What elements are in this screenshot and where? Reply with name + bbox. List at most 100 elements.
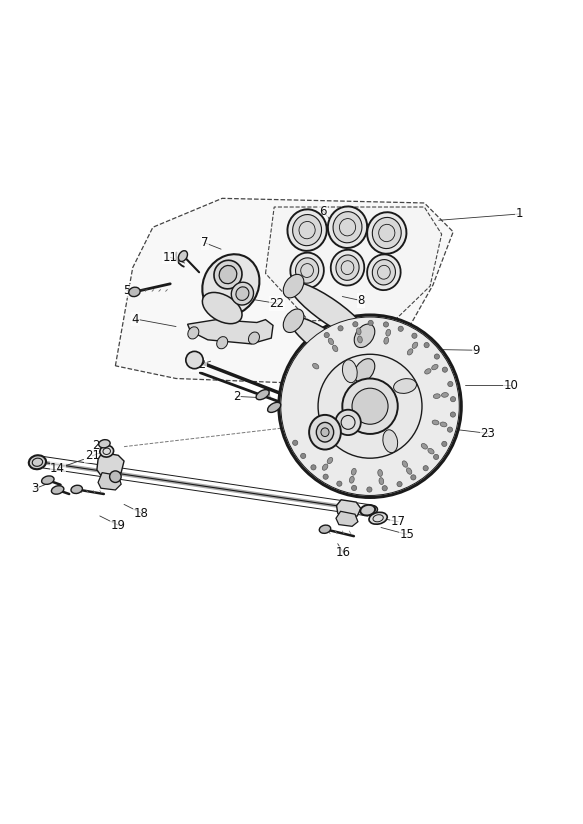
Ellipse shape [394, 379, 416, 393]
Polygon shape [98, 473, 121, 490]
Ellipse shape [51, 485, 64, 494]
Ellipse shape [219, 265, 237, 283]
Ellipse shape [384, 337, 389, 344]
Circle shape [368, 321, 373, 325]
Ellipse shape [293, 214, 322, 246]
Ellipse shape [373, 260, 395, 285]
Ellipse shape [356, 328, 361, 335]
Circle shape [338, 325, 343, 331]
Ellipse shape [432, 420, 439, 425]
Ellipse shape [349, 476, 354, 483]
Circle shape [442, 367, 448, 372]
Text: 6: 6 [319, 204, 327, 218]
Polygon shape [188, 320, 273, 344]
Polygon shape [336, 512, 358, 527]
Circle shape [412, 333, 417, 339]
Ellipse shape [129, 288, 140, 297]
Ellipse shape [373, 218, 401, 249]
Text: 2: 2 [233, 390, 240, 403]
Ellipse shape [424, 368, 431, 374]
Ellipse shape [178, 250, 188, 261]
Circle shape [447, 427, 452, 433]
Ellipse shape [289, 282, 368, 340]
Ellipse shape [309, 415, 341, 450]
Ellipse shape [268, 402, 281, 412]
Ellipse shape [317, 423, 333, 442]
Circle shape [434, 454, 439, 460]
Ellipse shape [406, 468, 412, 475]
Circle shape [442, 442, 447, 447]
Circle shape [384, 322, 388, 327]
Ellipse shape [328, 338, 333, 344]
Ellipse shape [312, 363, 319, 369]
Text: 20: 20 [92, 439, 107, 452]
Ellipse shape [41, 476, 54, 485]
Ellipse shape [408, 349, 413, 355]
Text: 5: 5 [123, 284, 131, 297]
Ellipse shape [188, 327, 199, 339]
Ellipse shape [289, 316, 368, 375]
Polygon shape [265, 207, 442, 321]
Circle shape [398, 326, 403, 331]
Circle shape [324, 332, 329, 338]
Circle shape [279, 315, 461, 498]
Ellipse shape [365, 505, 377, 515]
Ellipse shape [354, 324, 375, 348]
Circle shape [318, 354, 422, 458]
Text: 17: 17 [391, 515, 406, 528]
Text: 16: 16 [336, 546, 351, 559]
Polygon shape [115, 199, 453, 384]
Circle shape [448, 382, 453, 386]
Ellipse shape [342, 360, 357, 382]
Ellipse shape [202, 293, 242, 324]
Ellipse shape [328, 207, 367, 248]
Ellipse shape [290, 253, 324, 288]
Ellipse shape [321, 428, 329, 437]
Circle shape [337, 481, 342, 486]
Text: 18: 18 [134, 507, 149, 520]
Circle shape [335, 410, 361, 435]
Text: 12: 12 [192, 358, 206, 371]
Text: 19: 19 [111, 518, 126, 531]
Ellipse shape [287, 209, 326, 250]
Circle shape [342, 378, 398, 434]
Ellipse shape [440, 422, 447, 427]
Ellipse shape [202, 255, 259, 316]
Ellipse shape [379, 478, 384, 485]
Text: 4: 4 [132, 312, 139, 325]
Circle shape [352, 485, 357, 490]
Ellipse shape [100, 446, 114, 457]
Circle shape [323, 474, 328, 480]
Ellipse shape [217, 337, 228, 349]
Ellipse shape [378, 470, 382, 476]
Ellipse shape [352, 468, 356, 475]
Circle shape [353, 321, 358, 327]
Circle shape [451, 396, 456, 402]
Ellipse shape [354, 358, 375, 382]
Circle shape [411, 475, 416, 480]
Ellipse shape [433, 394, 440, 399]
Ellipse shape [256, 390, 269, 400]
Text: 8: 8 [357, 294, 364, 307]
Circle shape [352, 388, 388, 424]
Text: 23: 23 [480, 427, 496, 440]
Circle shape [281, 317, 459, 495]
Circle shape [367, 487, 372, 492]
Ellipse shape [332, 345, 338, 352]
Ellipse shape [402, 461, 408, 467]
Ellipse shape [231, 282, 254, 305]
Ellipse shape [441, 392, 448, 397]
Circle shape [424, 343, 429, 348]
Ellipse shape [99, 440, 110, 448]
Ellipse shape [333, 212, 362, 243]
Text: 15: 15 [399, 528, 415, 541]
Text: 10: 10 [504, 379, 518, 392]
Circle shape [382, 485, 387, 491]
Ellipse shape [29, 455, 46, 469]
Ellipse shape [369, 513, 387, 524]
Text: 3: 3 [31, 482, 38, 495]
Circle shape [397, 481, 402, 487]
Ellipse shape [412, 342, 418, 349]
Text: 9: 9 [473, 344, 480, 357]
Text: 1: 1 [516, 208, 524, 221]
